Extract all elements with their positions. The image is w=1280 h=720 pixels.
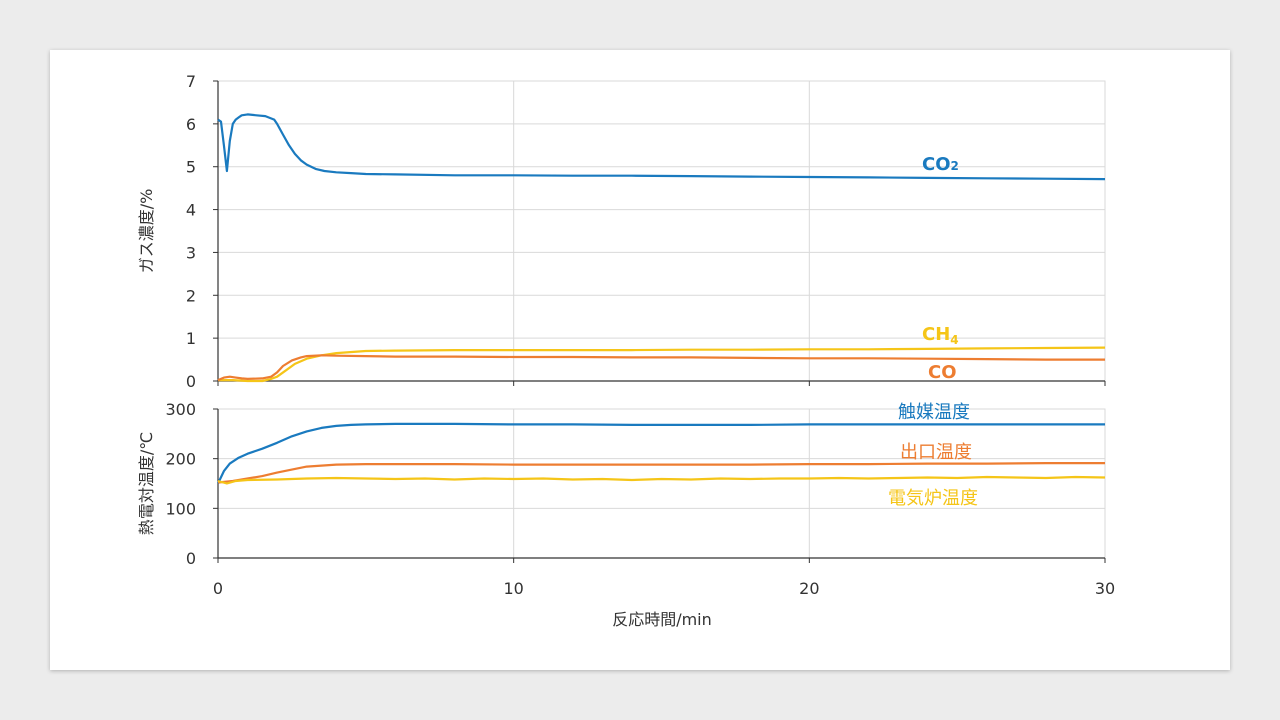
series-line-bot-0 bbox=[217, 422, 1105, 484]
top-y-axis-title: ガス濃度/% bbox=[137, 189, 156, 274]
x-tick-label: 30 bbox=[1095, 579, 1115, 598]
series-line-bot-2 bbox=[217, 475, 1106, 485]
top-axes bbox=[213, 80, 1106, 386]
x-tick-label: 20 bbox=[799, 579, 819, 598]
series-label-co-main: CO bbox=[928, 362, 957, 383]
y-tick-label: 200 bbox=[165, 450, 196, 469]
x-tick-label: 0 bbox=[213, 579, 223, 598]
top-gridlines bbox=[217, 80, 1106, 382]
y-tick-label: 100 bbox=[165, 499, 196, 518]
series-label-catalyst-temp: 触媒温度 bbox=[898, 402, 970, 423]
y-tick-label: 3 bbox=[186, 243, 196, 262]
bottom-gridlines bbox=[217, 408, 1106, 559]
top-plot-frame bbox=[217, 80, 1106, 382]
y-tick-label: 300 bbox=[165, 400, 196, 419]
series-label-ch4-main: CH bbox=[922, 324, 950, 345]
bottom-y-axis-title: 熱電対温度/℃ bbox=[137, 432, 156, 535]
series-label-outlet-temp: 出口温度 bbox=[900, 442, 972, 463]
series-line-bot-1 bbox=[217, 462, 1105, 484]
y-tick-label: 1 bbox=[186, 329, 196, 348]
y-tick-label: 4 bbox=[186, 201, 196, 220]
x-axis-title: 反応時間/min bbox=[612, 610, 712, 629]
y-tick-label: 6 bbox=[186, 115, 196, 134]
bottom-series-lines bbox=[217, 422, 1106, 485]
y-tick-label: 0 bbox=[186, 549, 196, 568]
series-label-co2-main: CO bbox=[922, 154, 951, 175]
series-label-ch4: CH4 bbox=[922, 324, 959, 347]
series-label-ch4-sub: 4 bbox=[950, 333, 958, 347]
top-tick-labels: 0 1 2 3 4 5 6 7 bbox=[186, 72, 196, 391]
y-tick-label: 5 bbox=[186, 158, 196, 177]
series-line-top-2 bbox=[217, 354, 1105, 382]
bottom-tick-labels: 0 100 200 300 0 10 20 30 bbox=[165, 400, 1115, 598]
y-tick-label: 0 bbox=[186, 372, 196, 391]
top-series-lines bbox=[217, 113, 1106, 383]
x-tick-label: 10 bbox=[503, 579, 523, 598]
series-label-furnace-temp: 電気炉温度 bbox=[888, 488, 978, 509]
y-tick-label: 7 bbox=[186, 72, 196, 91]
series-label-co2-sub: 2 bbox=[951, 159, 959, 173]
series-label-co2: CO2 bbox=[922, 154, 959, 175]
bottom-plot-frame bbox=[217, 408, 1106, 559]
bottom-axes bbox=[213, 408, 1106, 563]
y-tick-label: 2 bbox=[186, 286, 196, 305]
series-line-top-0 bbox=[217, 113, 1106, 181]
series-label-co: CO bbox=[928, 362, 957, 383]
series-line-top-1 bbox=[218, 346, 1106, 383]
